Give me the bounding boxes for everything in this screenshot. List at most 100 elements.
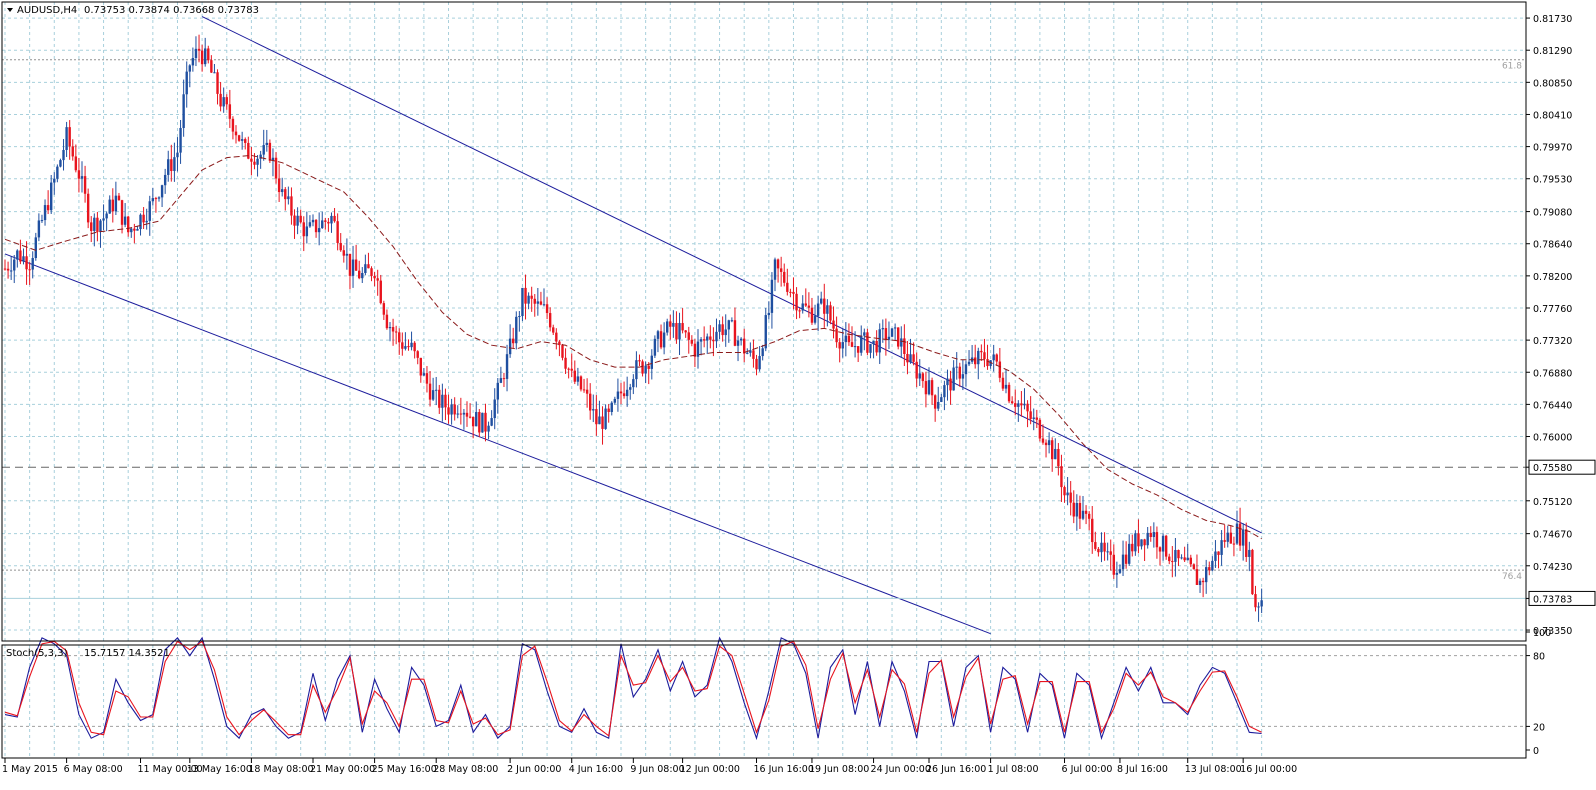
candle-body: [305, 226, 309, 237]
candle-body: [1152, 532, 1156, 538]
candle-body: [450, 404, 453, 415]
candle-body: [937, 401, 940, 409]
candle-body: [807, 305, 811, 308]
candle-body: [65, 127, 68, 150]
candle-body: [435, 389, 438, 391]
candle-body: [330, 215, 333, 224]
candle-body: [690, 339, 694, 344]
candle-body: [1081, 510, 1085, 519]
candle-body: [573, 370, 576, 382]
candle-body: [348, 253, 352, 276]
candle-body: [1097, 548, 1100, 553]
candle-body: [364, 264, 367, 273]
candle-body: [915, 361, 918, 379]
candle-body: [897, 327, 900, 347]
candle-body: [490, 418, 493, 426]
candle-body: [419, 357, 422, 376]
candle-body: [1134, 533, 1137, 552]
candle-body: [268, 142, 272, 161]
candle-body: [804, 303, 807, 306]
candle-body: [231, 118, 235, 132]
candle-body: [681, 323, 684, 331]
candle-body: [576, 376, 580, 382]
candle-body: [1161, 535, 1165, 552]
x-tick-label: 1 Jul 08:00: [988, 764, 1039, 775]
candle-body: [431, 390, 435, 400]
candle-body: [167, 159, 170, 175]
candle-body: [567, 368, 570, 370]
candle-body: [1220, 540, 1223, 555]
candle-body: [1066, 492, 1069, 496]
candle-body: [114, 195, 118, 212]
candle-body: [1047, 440, 1051, 446]
candle-body: [1140, 539, 1143, 547]
candle-body: [1118, 569, 1122, 573]
candle-body: [62, 149, 65, 161]
candle-body: [998, 361, 1002, 378]
candle-body: [989, 360, 992, 367]
candle-body: [508, 338, 512, 355]
candle-body: [930, 380, 934, 396]
candle-body: [148, 201, 151, 221]
candle-body: [558, 341, 561, 346]
candle-body: [277, 178, 281, 193]
y-tick-label: 0.76880: [1533, 368, 1572, 379]
candle-body: [530, 295, 533, 299]
candle-body: [376, 278, 379, 281]
candle-body: [1014, 403, 1017, 407]
candle-body: [887, 336, 891, 340]
candle-body: [398, 332, 401, 343]
candle-body: [986, 359, 989, 367]
candle-body: [659, 331, 663, 348]
candle-body: [933, 395, 937, 409]
candle-body: [1007, 384, 1011, 402]
candle-body: [475, 412, 478, 427]
candle-body: [40, 220, 44, 222]
price-label-box: [1528, 459, 1596, 475]
candle-body: [1248, 549, 1251, 557]
candle-body: [259, 154, 262, 159]
candle-body: [478, 412, 481, 433]
candle-body: [1251, 549, 1254, 595]
candle-body: [1087, 513, 1091, 519]
candle-body: [779, 268, 783, 272]
candle-body: [385, 314, 389, 329]
candle-body: [709, 336, 712, 340]
candle-body: [1072, 502, 1075, 517]
moving-average: [4, 154, 1262, 540]
candle-body: [949, 378, 952, 391]
candle-body: [838, 342, 841, 349]
candle-body: [943, 385, 946, 398]
candle-body: [459, 413, 463, 415]
candle-body: [1017, 403, 1020, 407]
candle-body: [783, 271, 786, 283]
candle-body: [170, 159, 173, 171]
y-tick-label: 0.79970: [1533, 143, 1572, 154]
y-tick-label: 0.75580: [1533, 463, 1572, 474]
candle-body: [927, 380, 931, 395]
candle-body: [884, 328, 888, 340]
candle-body: [1051, 440, 1054, 460]
candle-body: [641, 361, 644, 374]
candle-body: [684, 330, 687, 333]
candle-body: [133, 228, 136, 231]
candle-body: [946, 378, 949, 386]
candle-body: [453, 404, 456, 415]
candle-body: [548, 313, 552, 328]
candle-body: [293, 215, 296, 226]
channel-upper-line[interactable]: [201, 16, 1262, 534]
candle-body: [462, 412, 466, 415]
candle-body: [271, 157, 275, 161]
horizontal-levels[interactable]: 61.8 76.4: [2, 59, 1526, 599]
candle-body: [1112, 554, 1115, 575]
chart-menu-triangle-icon[interactable]: [7, 8, 13, 12]
candle-body: [1060, 466, 1063, 488]
candle-body: [296, 215, 299, 226]
candle-body: [225, 97, 228, 105]
candle-body: [247, 142, 250, 159]
candle-body: [68, 127, 71, 147]
candle-body: [1257, 606, 1260, 608]
candle-body: [1208, 567, 1211, 571]
candle-body: [1171, 561, 1174, 563]
